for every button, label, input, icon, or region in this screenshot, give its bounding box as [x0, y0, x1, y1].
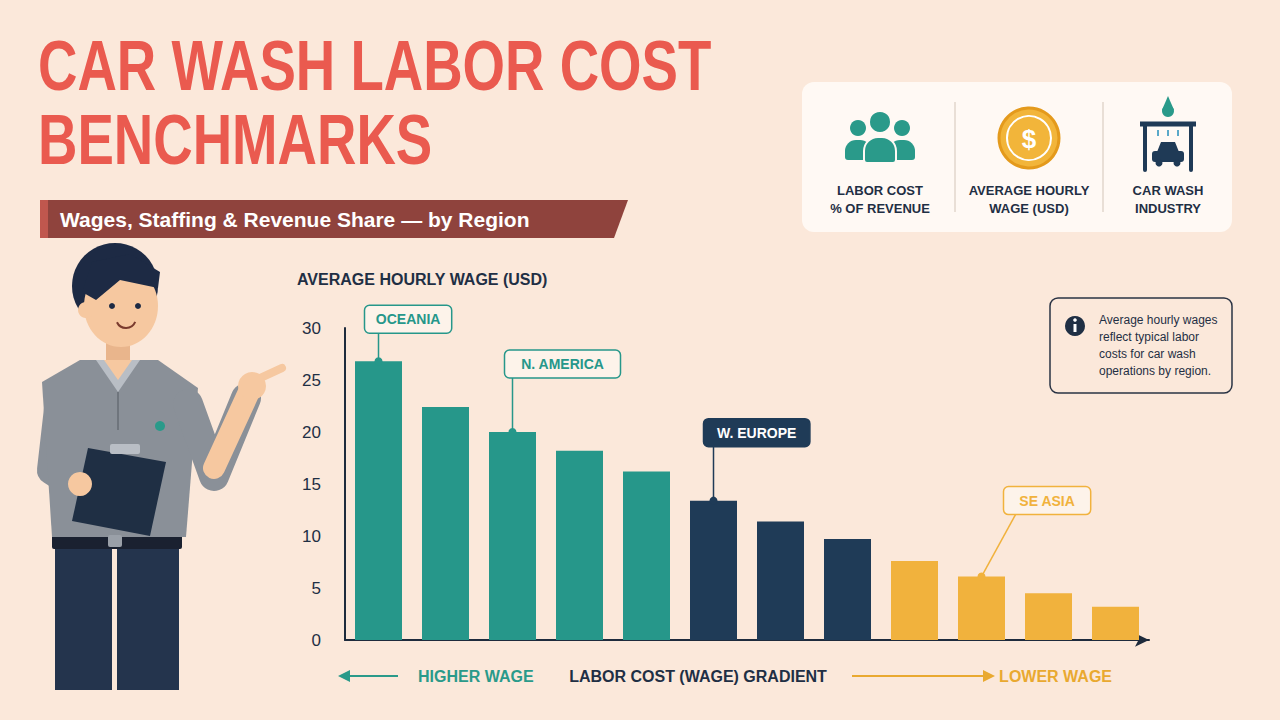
svg-text:Wages, Staffing & Revenue Shar: Wages, Staffing & Revenue Share — by Reg… [60, 208, 529, 231]
svg-text:25: 25 [302, 371, 321, 390]
svg-text:15: 15 [302, 475, 321, 494]
svg-text:operations by region.: operations by region. [1099, 364, 1211, 378]
svg-text:LABOR COST: LABOR COST [837, 183, 923, 198]
svg-text:% OF REVENUE: % OF REVENUE [830, 201, 930, 216]
svg-text:$: $ [1022, 124, 1037, 154]
svg-text:10: 10 [302, 527, 321, 546]
svg-text:N. AMERICA: N. AMERICA [521, 356, 604, 372]
svg-text:HIGHER WAGE: HIGHER WAGE [418, 668, 534, 685]
svg-text:30: 30 [302, 319, 321, 338]
svg-text:SE ASIA: SE ASIA [1019, 493, 1075, 509]
svg-text:INDUSTRY: INDUSTRY [1135, 201, 1201, 216]
svg-text:costs for car wash: costs for car wash [1099, 347, 1196, 361]
svg-text:AVERAGE HOURLY: AVERAGE HOURLY [969, 183, 1090, 198]
svg-text:reflect typical labor: reflect typical labor [1099, 330, 1199, 344]
svg-text:LABOR COST (WAGE) GRADIENT: LABOR COST (WAGE) GRADIENT [569, 668, 827, 685]
svg-text:W. EUROPE: W. EUROPE [717, 425, 796, 441]
svg-text:0: 0 [312, 631, 321, 650]
svg-text:WAGE (USD): WAGE (USD) [989, 201, 1068, 216]
svg-text:CAR WASH LABOR COST: CAR WASH LABOR COST [38, 26, 711, 104]
svg-text:CAR WASH: CAR WASH [1133, 183, 1204, 198]
svg-text:LOWER WAGE: LOWER WAGE [999, 668, 1112, 685]
svg-text:5: 5 [312, 579, 321, 598]
svg-text:Average hourly wages: Average hourly wages [1099, 313, 1218, 327]
svg-text:OCEANIA: OCEANIA [376, 311, 441, 327]
svg-text:BENCHMARKS: BENCHMARKS [38, 100, 432, 178]
svg-text:20: 20 [302, 423, 321, 442]
svg-text:AVERAGE HOURLY WAGE (USD): AVERAGE HOURLY WAGE (USD) [297, 271, 547, 288]
